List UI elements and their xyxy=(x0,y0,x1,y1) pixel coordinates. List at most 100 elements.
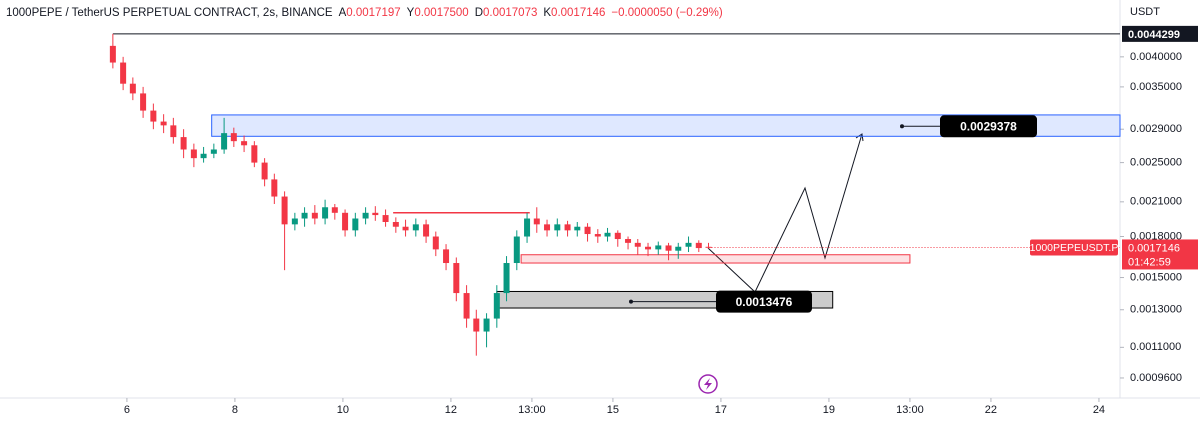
candle-body xyxy=(665,245,672,251)
candle-body xyxy=(645,246,652,250)
y-tick-label: 0.0029000 xyxy=(1130,123,1182,135)
countdown: 01:42:59 xyxy=(1128,256,1171,268)
legend-key: K xyxy=(543,7,552,19)
candle-body xyxy=(554,224,561,231)
candle-body xyxy=(109,45,116,63)
legend-item: Y0.0017500 xyxy=(407,7,469,19)
x-tick-label: 6 xyxy=(124,404,130,416)
candle-body xyxy=(352,218,359,231)
candle-body xyxy=(544,224,551,231)
candle-body xyxy=(695,242,702,249)
symbol-tag: 1000PEPEUSDT.P xyxy=(1030,242,1119,254)
candle-body xyxy=(443,249,450,264)
legend-change: −0.0000050 (−0.29%) xyxy=(611,7,723,19)
candle-body xyxy=(261,162,268,180)
x-tick-label: 22 xyxy=(985,404,997,416)
candle-body xyxy=(513,236,520,264)
x-tick-label: 13:00 xyxy=(518,404,546,416)
price-tag-bg xyxy=(1122,25,1198,42)
candle-body xyxy=(564,224,571,231)
symbol-tag-bg xyxy=(1030,239,1118,256)
callout-box xyxy=(940,115,1037,138)
candle-body xyxy=(584,226,591,235)
candle-body xyxy=(221,133,228,150)
candle-body xyxy=(322,207,329,219)
candle-body xyxy=(241,141,248,146)
legend-item: K0.0017146 xyxy=(543,7,605,19)
x-tick-label: 13:00 xyxy=(896,404,924,416)
candle-body xyxy=(503,263,510,294)
candle-body xyxy=(473,318,480,332)
candle-body xyxy=(160,121,167,126)
callout-box xyxy=(716,290,812,313)
legend-value: 0.0017073 xyxy=(483,7,538,19)
zone xyxy=(520,254,911,264)
candle-body xyxy=(524,218,531,237)
candle-body xyxy=(180,137,187,150)
legend-value: 0.0017146 xyxy=(551,7,606,19)
candle-body xyxy=(362,212,369,219)
price-tag-bg xyxy=(1122,239,1198,270)
candle-body xyxy=(493,293,500,319)
candle-body xyxy=(675,246,682,251)
candle-body xyxy=(382,215,389,222)
price-tag: 0.0017146 xyxy=(1128,242,1180,254)
x-tick-label: 19 xyxy=(823,404,835,416)
x-tick-label: 15 xyxy=(607,404,619,416)
y-tick-label: 0.0015000 xyxy=(1130,271,1182,283)
candle-body xyxy=(614,232,621,240)
price-tag: 0.0044299 xyxy=(1128,29,1180,41)
candle-body xyxy=(634,242,641,247)
y-tick-label: 0.0035000 xyxy=(1130,81,1182,93)
candle-body xyxy=(392,221,399,227)
candle-body xyxy=(655,245,662,250)
candle-body xyxy=(129,83,136,94)
y-tick-label: 0.0009600 xyxy=(1130,372,1182,384)
chart-header: 1000PEPE / TetherUS PERPETUAL CONTRACT, … xyxy=(6,7,723,19)
candle-body xyxy=(210,149,217,154)
candle-body xyxy=(483,318,490,332)
candle-body xyxy=(463,293,470,319)
replay-icon[interactable] xyxy=(698,374,718,394)
candle-body xyxy=(281,196,288,225)
candle-body xyxy=(140,93,147,111)
candle-body xyxy=(311,212,318,219)
y-unit: USDT xyxy=(1130,6,1160,18)
y-tick-label: 0.0011000 xyxy=(1130,341,1181,353)
candle-body xyxy=(574,226,581,231)
candle-body xyxy=(625,239,632,243)
candle-body xyxy=(432,236,439,250)
candle-body xyxy=(372,212,379,216)
candle-body xyxy=(342,212,349,231)
candle-body xyxy=(301,212,308,219)
candle-body xyxy=(120,62,127,84)
replay-icon-bolt xyxy=(704,378,712,390)
chart-title: 1000PEPE / TetherUS PERPETUAL CONTRACT, … xyxy=(6,7,333,19)
candle-body xyxy=(412,224,419,231)
x-tick-label: 10 xyxy=(337,404,349,416)
x-tick-label: 17 xyxy=(715,404,727,416)
candle-body xyxy=(170,125,177,138)
projection-path xyxy=(707,133,863,293)
zone xyxy=(211,114,1121,137)
candle-body xyxy=(423,224,430,237)
legend-item: D0.0017073 xyxy=(475,7,538,19)
legend-key: A xyxy=(338,7,347,19)
candle-body xyxy=(251,145,258,163)
candle-body xyxy=(190,149,197,159)
legend-key: Y xyxy=(406,7,415,19)
y-tick-label: 0.0025000 xyxy=(1130,157,1182,169)
callout-label: 0.0013476 xyxy=(736,295,793,309)
candle-body xyxy=(271,179,278,197)
candle-body xyxy=(604,232,611,237)
candle-body xyxy=(200,153,207,159)
candle-body xyxy=(230,133,237,142)
y-tick-label: 0.0040000 xyxy=(1130,51,1182,63)
legend-key: D xyxy=(474,7,483,19)
y-tick-label: 0.0013000 xyxy=(1130,304,1182,316)
candle-body xyxy=(331,207,338,213)
legend-item: A0.0017197 xyxy=(339,7,401,19)
x-tick-label: 8 xyxy=(232,404,238,416)
